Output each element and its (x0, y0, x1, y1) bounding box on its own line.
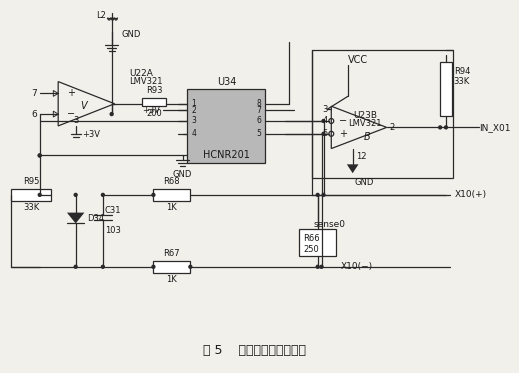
Circle shape (37, 153, 42, 158)
Text: sense0: sense0 (314, 220, 346, 229)
Text: IN_X01: IN_X01 (479, 123, 511, 132)
Text: R67: R67 (163, 249, 180, 258)
Polygon shape (67, 213, 85, 223)
Text: X10(+): X10(+) (455, 190, 487, 200)
Text: HCNR201: HCNR201 (203, 150, 250, 160)
Circle shape (316, 193, 320, 197)
Circle shape (316, 264, 320, 269)
Text: R95: R95 (23, 177, 39, 186)
Text: LMV321: LMV321 (349, 119, 382, 128)
Text: 2: 2 (192, 106, 196, 115)
Circle shape (37, 193, 42, 197)
Text: +: + (67, 88, 75, 98)
Bar (10, 189, 51, 201)
Text: 103: 103 (105, 226, 121, 235)
Text: U22A: U22A (129, 69, 153, 78)
Circle shape (101, 264, 105, 269)
Text: U23B: U23B (353, 111, 377, 120)
Circle shape (444, 125, 448, 129)
Circle shape (151, 264, 156, 269)
Text: 5: 5 (322, 129, 327, 138)
Text: 12: 12 (357, 152, 367, 161)
Text: 3: 3 (73, 116, 78, 125)
Text: +3V: +3V (83, 130, 101, 139)
Text: C31: C31 (105, 206, 121, 214)
Text: L2: L2 (96, 11, 106, 20)
Text: R94: R94 (454, 67, 470, 76)
Text: 2: 2 (390, 123, 395, 132)
Text: GND: GND (354, 178, 374, 187)
Circle shape (151, 193, 156, 197)
Text: 4: 4 (192, 129, 196, 138)
Bar (312, 50, 453, 178)
Circle shape (188, 264, 193, 269)
Text: −: − (339, 116, 347, 126)
Text: 1: 1 (192, 99, 196, 108)
Text: R93: R93 (146, 87, 162, 95)
Text: LMV321: LMV321 (129, 77, 162, 86)
Text: 1K: 1K (167, 275, 177, 284)
Circle shape (321, 193, 325, 197)
Bar (154, 261, 190, 273)
Text: 6: 6 (256, 116, 261, 125)
Text: B: B (364, 132, 371, 142)
Text: X10(−): X10(−) (341, 262, 373, 271)
Text: 3: 3 (322, 105, 327, 114)
Circle shape (110, 112, 114, 116)
Text: 33K: 33K (23, 203, 39, 212)
Circle shape (438, 125, 442, 129)
Bar (440, 62, 452, 116)
Circle shape (74, 193, 78, 197)
Text: 8: 8 (256, 99, 261, 108)
Circle shape (101, 193, 105, 197)
Text: V: V (80, 101, 87, 111)
Text: U34: U34 (216, 76, 236, 87)
Text: 200: 200 (146, 109, 162, 118)
Circle shape (37, 193, 42, 197)
Text: R68: R68 (163, 177, 180, 186)
Text: 7: 7 (31, 89, 37, 98)
Circle shape (321, 119, 325, 123)
Text: −: − (67, 109, 75, 119)
Text: +3V: +3V (142, 106, 160, 115)
Text: GND: GND (173, 170, 192, 179)
Text: 33K: 33K (454, 77, 470, 86)
Circle shape (321, 132, 325, 136)
Circle shape (37, 153, 42, 158)
Circle shape (74, 264, 78, 269)
Text: 3: 3 (192, 116, 196, 125)
Text: 4: 4 (322, 116, 327, 125)
Bar (154, 189, 190, 201)
Text: 250: 250 (303, 245, 319, 254)
Bar (299, 229, 336, 257)
Bar (187, 90, 265, 163)
Text: 图 5    模拟量输入接口电路: 图 5 模拟量输入接口电路 (203, 344, 306, 357)
Text: 5: 5 (256, 129, 261, 138)
Text: 7: 7 (256, 106, 261, 115)
Text: 6: 6 (31, 110, 37, 119)
Circle shape (319, 264, 324, 269)
Bar (142, 98, 166, 106)
Text: R66: R66 (303, 234, 320, 243)
Text: 1K: 1K (167, 203, 177, 212)
Text: VCC: VCC (347, 55, 367, 65)
Text: +: + (339, 129, 347, 139)
Text: D34: D34 (87, 214, 104, 223)
Polygon shape (347, 164, 359, 173)
Text: GND: GND (121, 30, 141, 39)
